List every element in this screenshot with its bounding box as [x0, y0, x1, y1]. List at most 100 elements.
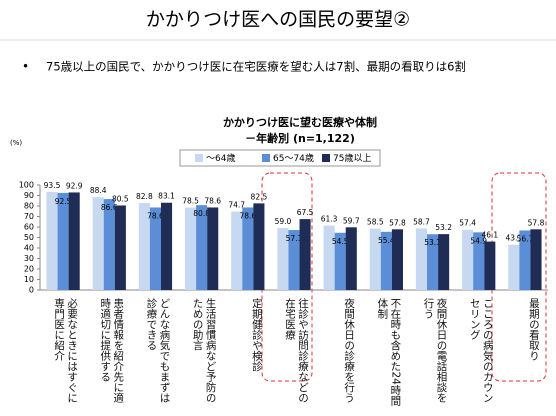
slide-title: かかりつけ医への国民の要望② [146, 9, 410, 31]
value-label: 78.6 [204, 196, 221, 205]
bar [114, 205, 126, 290]
bar [103, 199, 115, 290]
bar [345, 227, 357, 290]
value-label: 58.7 [413, 217, 430, 226]
y-tick-label: 80 [24, 202, 34, 211]
x-tick-label: 往診や訪問診療などの在宅医療 [284, 298, 309, 403]
bar [46, 191, 58, 290]
value-label: 53.1 [424, 238, 441, 247]
value-label: 53.2 [435, 223, 452, 232]
bar [242, 207, 254, 290]
bar [484, 241, 496, 290]
value-label: 59.7 [343, 216, 360, 225]
bar [92, 197, 104, 290]
bar [185, 207, 197, 290]
value-label: 86.6 [101, 203, 118, 212]
value-label: 93.5 [44, 181, 61, 190]
value-label: 59.0 [275, 217, 292, 226]
value-label: 58.5 [367, 218, 384, 227]
value-label: 54.5 [332, 237, 349, 246]
legend-swatch [195, 154, 203, 162]
value-label: 57.8 [389, 218, 406, 227]
x-tick-label: 患者情報を紹介先に適時適切に提供する [99, 298, 125, 403]
bar [473, 232, 485, 290]
value-label: 61.3 [321, 215, 338, 224]
legend-swatch [262, 154, 270, 162]
bar [415, 228, 428, 290]
value-label: 67.5 [297, 208, 314, 217]
legend-label: ～64歳 [206, 152, 235, 164]
y-tick-label: 60 [24, 223, 34, 232]
bar [196, 205, 208, 290]
value-label: 57.1 [286, 234, 303, 243]
value-label: 56.7 [517, 234, 534, 243]
x-tick-label: 夜間休日の診療を行う [343, 298, 356, 403]
value-label: 82.8 [136, 192, 153, 201]
value-label: 78.6 [239, 211, 256, 220]
x-tick-label: 夜間休日の電話相談を行う [422, 298, 448, 403]
value-label: 83.1 [158, 192, 175, 201]
y-tick-label: 10 [24, 275, 34, 284]
bar [138, 203, 150, 290]
bar [299, 219, 311, 290]
bar [231, 211, 243, 290]
x-tick-label: どんな病気でもまずは診療できる [145, 298, 171, 403]
bar [68, 192, 80, 290]
bar [369, 228, 381, 290]
legend-box [179, 149, 381, 167]
value-label: 57.4 [459, 219, 476, 228]
x-tick-label: こころの病気のカウンセリング [468, 298, 494, 403]
legend-swatch [322, 154, 330, 162]
value-label: 74.7 [228, 201, 245, 210]
bar [277, 228, 289, 290]
value-label: 80.8 [193, 209, 210, 218]
chart-subtitle: －年齢別 (n=1,122) [245, 131, 355, 145]
bar [323, 225, 335, 290]
y-tick-label: 20 [24, 265, 34, 274]
value-label: 92.5 [55, 197, 72, 206]
bar [160, 202, 173, 290]
bar [57, 192, 69, 290]
value-label: 57.8 [528, 218, 545, 227]
bar [530, 229, 542, 290]
y-unit: (%) [10, 139, 22, 147]
value-label: 92.9 [66, 181, 83, 190]
y-tick-label: 30 [24, 254, 34, 263]
bullet-text: 75歳以上の国民で、かかりつけ医に在宅医療を望む人は7割、最期の看取りは6割 [46, 60, 466, 74]
bullet-dot: • [22, 60, 29, 74]
y-tick-label: 70 [24, 212, 34, 221]
bar [149, 207, 161, 290]
value-label: 55.4 [378, 236, 395, 245]
bar [462, 229, 474, 290]
y-tick-label: 0 [29, 286, 34, 295]
y-tick-label: 100 [19, 181, 34, 190]
bar [207, 207, 219, 290]
y-tick-label: 90 [24, 191, 34, 200]
value-label: 46.1 [481, 231, 498, 240]
bar [519, 230, 531, 290]
bar [253, 203, 265, 290]
legend-label: 65～74歳 [273, 152, 314, 164]
bar [508, 244, 520, 290]
x-tick-label: 必要なときにはすぐに専門医に紹介 [53, 298, 79, 403]
value-label: 88.4 [90, 186, 107, 195]
value-label: 54.9 [470, 236, 487, 245]
value-label: 43.1 [505, 234, 522, 243]
legend-label: 75歳以上 [333, 152, 371, 164]
bar [438, 234, 450, 290]
y-tick-label: 50 [24, 233, 34, 242]
bar [380, 231, 392, 290]
value-label: 78.5 [182, 197, 199, 206]
value-label: 82.5 [251, 192, 268, 201]
chart-title: かかりつけ医に望む医療や体制 [223, 115, 377, 129]
bar [427, 234, 439, 290]
bar [334, 232, 346, 290]
x-tick-label: 定期健診や検診 [250, 298, 263, 372]
y-tick-label: 40 [24, 244, 34, 253]
value-label: 80.5 [112, 194, 129, 203]
x-tick-label: 最期の看取り [527, 298, 540, 361]
bar [288, 230, 300, 290]
value-label: 78.6 [147, 211, 164, 220]
